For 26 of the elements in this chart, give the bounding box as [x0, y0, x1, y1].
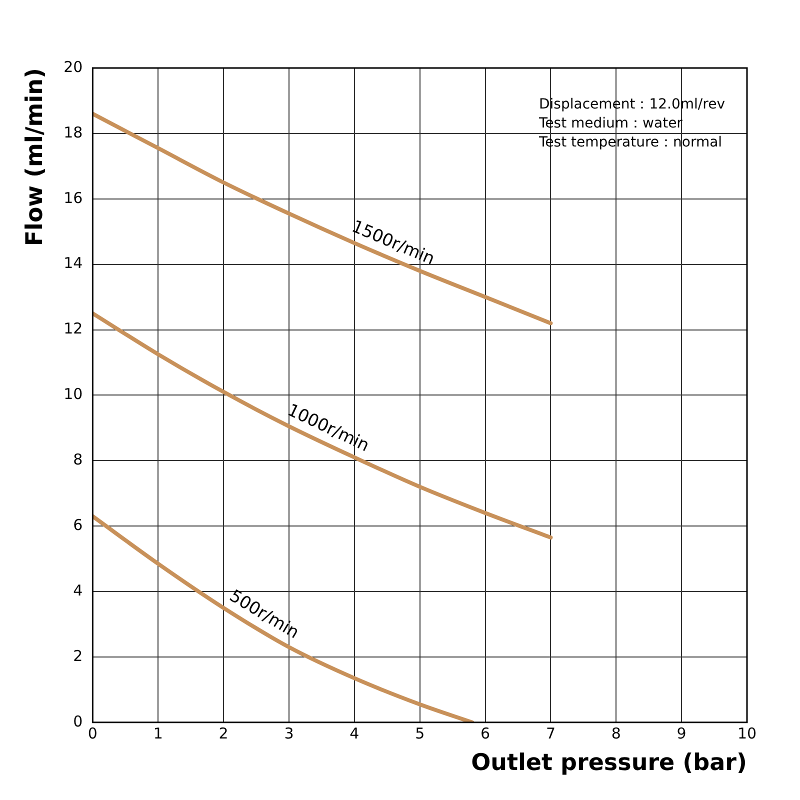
y-tick-label: 14 — [64, 254, 83, 272]
y-tick-label: 18 — [64, 123, 83, 142]
x-tick-label: 1 — [153, 724, 163, 742]
x-tick-label: 9 — [676, 724, 686, 742]
line-series — [92, 311, 553, 540]
x-tick-label: 5 — [415, 724, 425, 742]
line-series — [92, 514, 474, 722]
x-tick-label: 8 — [611, 724, 621, 742]
y-axis-title: Flow (ml/min) — [22, 68, 48, 246]
x-tick-label: 3 — [284, 724, 294, 742]
x-axis-title: Outlet pressure (bar) — [471, 750, 747, 776]
x-tick-label: 6 — [480, 724, 490, 742]
y-tick-label: 10 — [64, 385, 83, 404]
x-tick-label: 7 — [546, 724, 556, 742]
x-tick-label: 4 — [350, 724, 360, 742]
y-tick-label: 0 — [73, 712, 83, 730]
y-tick-label: 16 — [64, 188, 83, 207]
y-tick-label: 8 — [73, 450, 83, 469]
x-tick-label: 2 — [218, 724, 228, 742]
y-tick-label: 20 — [64, 58, 83, 76]
y-tick-label: 12 — [64, 320, 83, 338]
x-tick-label: 10 — [737, 724, 757, 742]
y-tick-label: 2 — [73, 646, 83, 665]
y-tick-label: 6 — [73, 516, 83, 534]
x-tick-label: 0 — [88, 724, 98, 742]
y-tick-label: 4 — [73, 581, 83, 600]
